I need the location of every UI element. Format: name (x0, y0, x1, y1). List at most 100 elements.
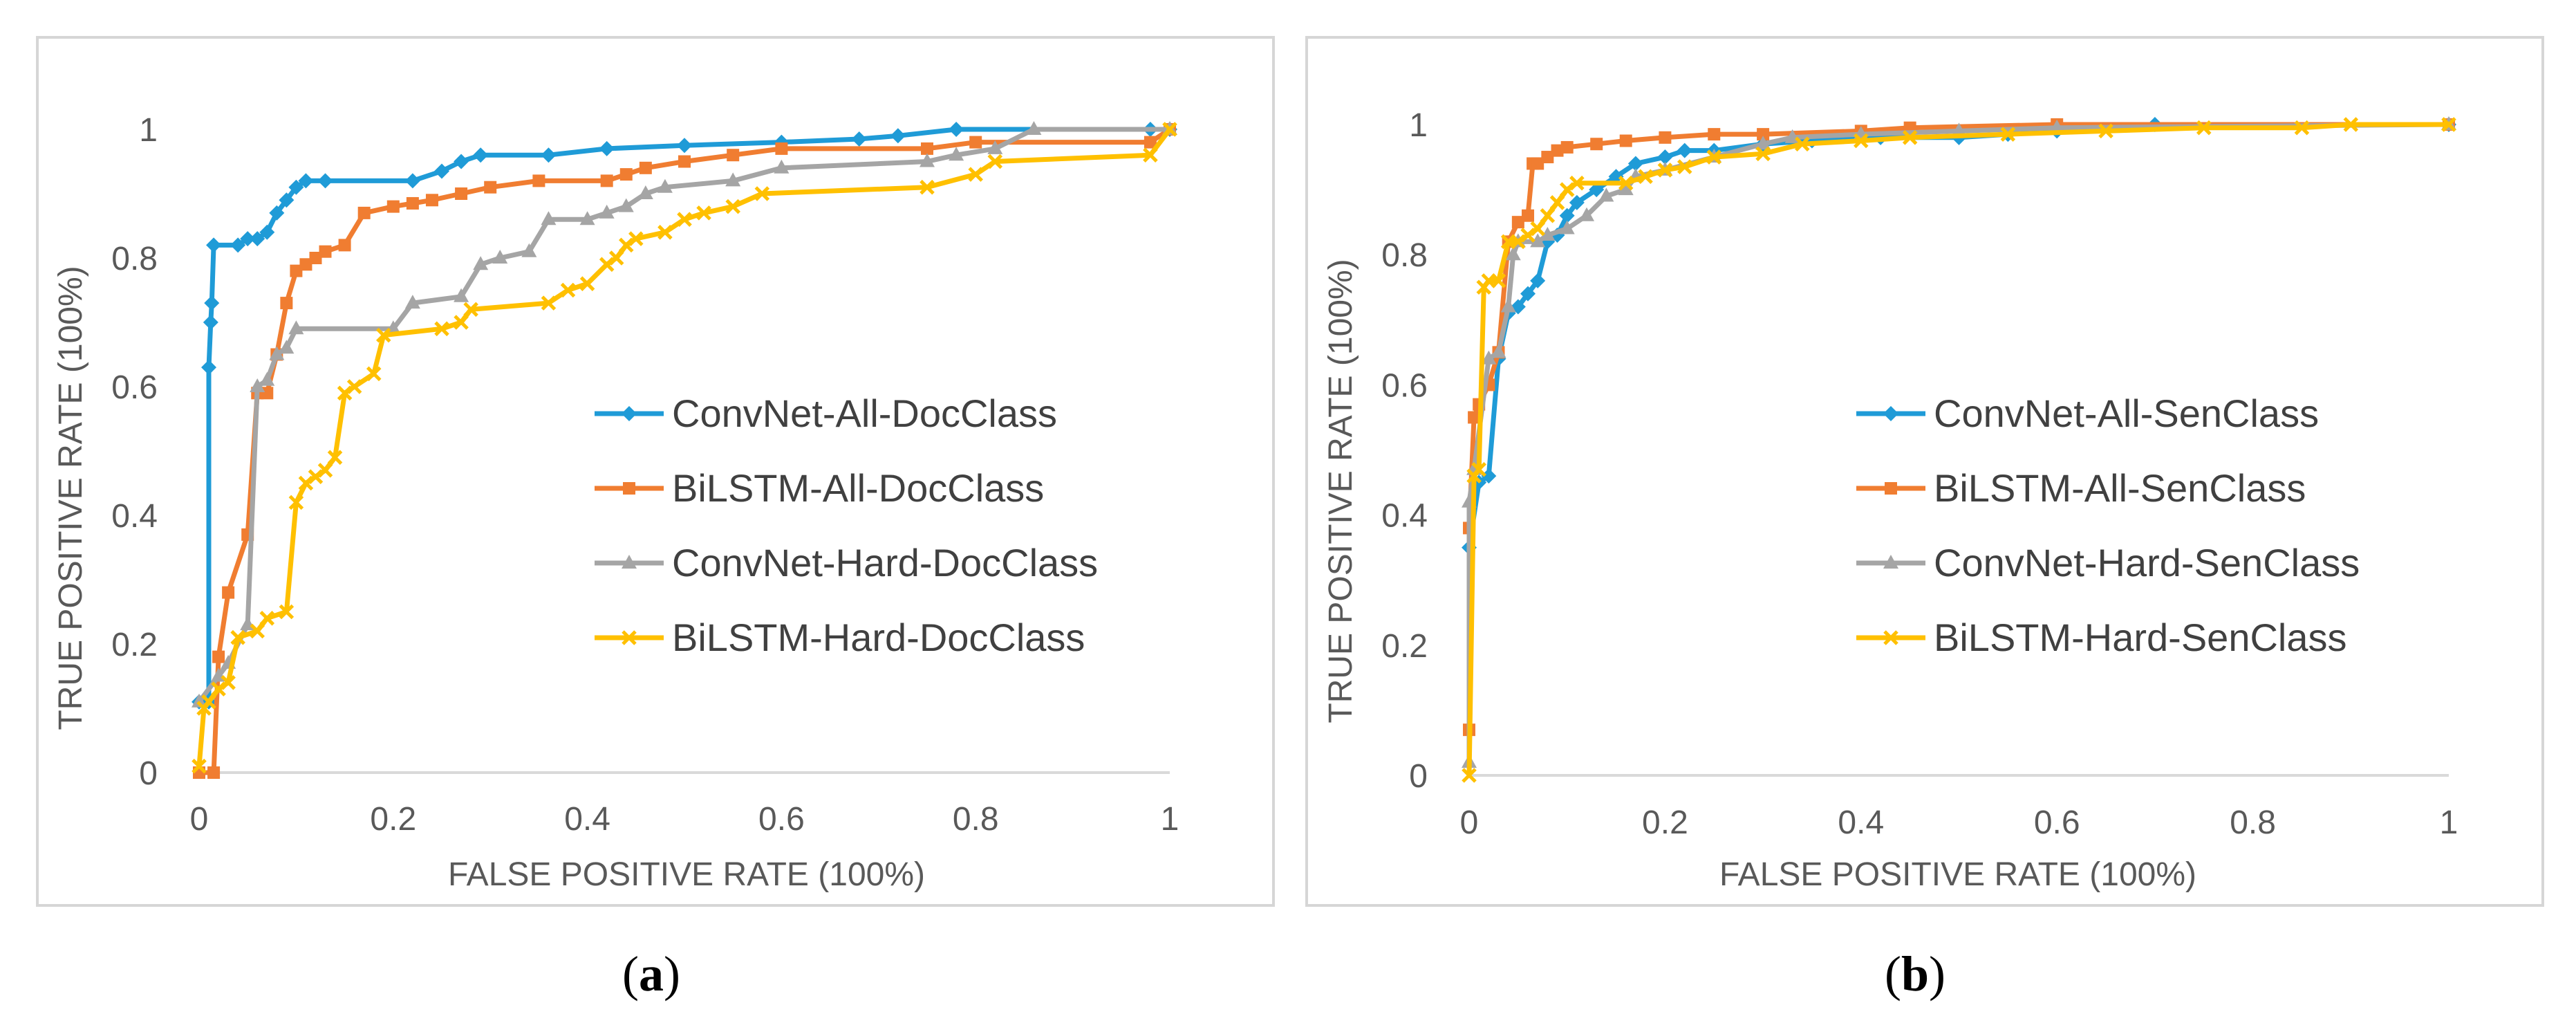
data-point-convnet-hard-senclass (1559, 220, 1575, 234)
data-point-bilstm-all-senclass (1522, 209, 1535, 222)
data-point-bilstm-all-docclass (532, 174, 545, 187)
data-point-convnet-hard-docclass (473, 256, 489, 270)
data-point-bilstm-hard-senclass (1854, 133, 1869, 149)
data-point-bilstm-all-docclass (775, 142, 788, 155)
data-point-convnet-hard-docclass (521, 243, 537, 257)
data-point-convnet-hard-senclass (1579, 207, 1595, 221)
data-point-convnet-all-docclass (201, 360, 217, 376)
series-bilstm-hard-docclass (192, 122, 1177, 774)
data-point-bilstm-hard-senclass (1530, 221, 1545, 237)
data-point-bilstm-all-docclass (280, 297, 293, 310)
panel-b-x-tick-label: 0.6 (2034, 804, 2080, 841)
data-point-bilstm-all-docclass (212, 650, 225, 663)
legend-label-bilstm-hard-docclass: BiLSTM-Hard-DocClass (672, 616, 1085, 659)
data-point-convnet-hard-senclass (1491, 344, 1506, 358)
panel-b-legend: ConvNet-All-SenClass BiLSTM-All-SenClass C… (1856, 391, 2360, 659)
data-point-convnet-all-docclass (230, 237, 246, 253)
data-point-convnet-hard-senclass (1481, 350, 1497, 365)
panel-a-y-tick-label: 0.4 (111, 498, 158, 535)
data-point-bilstm-hard-senclass (1677, 159, 1692, 174)
data-point-bilstm-all-docclass (290, 264, 303, 277)
panel-b-caption-letter: b (1901, 946, 1929, 1002)
panel-b-y-tick-label: 0.8 (1381, 237, 1428, 274)
data-point-convnet-hard-docclass (454, 288, 469, 302)
panel-a-caption: (a) (622, 946, 680, 1002)
data-point-bilstm-hard-docclass (579, 276, 595, 291)
data-point-convnet-hard-docclass (618, 198, 634, 212)
data-point-convnet-hard-docclass (492, 250, 508, 264)
data-point-convnet-hard-senclass (1540, 226, 1556, 241)
data-point-bilstm-all-senclass (1511, 216, 1524, 229)
panel-a-y-tick-label: 1 (139, 112, 158, 149)
data-point-bilstm-all-docclass (600, 174, 613, 187)
data-point-bilstm-hard-docclass (628, 231, 644, 246)
data-point-convnet-all-senclass (1608, 169, 1624, 185)
data-point-bilstm-all-docclass (338, 239, 351, 252)
data-point-bilstm-hard-docclass (230, 629, 245, 645)
data-point-bilstm-all-senclass (1708, 128, 1721, 141)
data-point-bilstm-hard-docclass (1162, 122, 1177, 137)
legend-label-bilstm-all-docclass: BiLSTM-All-DocClass (672, 466, 1044, 510)
data-point-bilstm-hard-senclass (1511, 234, 1526, 250)
data-point-convnet-all-docclass (404, 173, 420, 189)
panel-b-y-tick-label: 0.2 (1381, 628, 1428, 665)
data-point-bilstm-hard-senclass (1638, 169, 1653, 185)
data-point-bilstm-all-docclass (727, 149, 740, 162)
data-point-convnet-all-docclass (203, 315, 218, 330)
legend-label-bilstm-hard-senclass: BiLSTM-Hard-SenClass (1934, 616, 2347, 659)
data-point-bilstm-hard-docclass (463, 302, 478, 317)
data-point-bilstm-hard-docclass (618, 237, 634, 253)
data-point-convnet-hard-senclass (1755, 136, 1771, 150)
data-point-bilstm-hard-senclass (1491, 273, 1506, 288)
legend-marker-bilstm-hard-docclass (622, 630, 637, 645)
data-point-convnet-all-docclass (288, 179, 304, 195)
data-point-convnet-all-senclass (1589, 182, 1605, 198)
data-point-convnet-all-senclass (1569, 194, 1585, 210)
panel-a-frame (36, 36, 1275, 907)
data-point-convnet-hard-docclass (949, 147, 964, 161)
panel-b-y-tick-label: 0.6 (1381, 367, 1428, 404)
panel-b-axes: 0 0.2 0.4 0.6 0.8 1 0 0.2 0.4 0.6 0.8 1 (1381, 107, 2458, 841)
data-point-convnet-all-docclass (269, 205, 285, 221)
data-point-bilstm-hard-docclass (346, 379, 362, 394)
data-point-convnet-all-docclass (317, 173, 333, 189)
legend-entry-bilstm-hard-docclass: BiLSTM-Hard-DocClass (595, 616, 1085, 659)
data-point-bilstm-all-senclass (1541, 151, 1554, 164)
data-point-bilstm-hard-senclass (1569, 175, 1585, 191)
data-point-bilstm-hard-senclass (1795, 136, 1810, 151)
data-point-convnet-hard-docclass (657, 178, 673, 193)
panel-b-frame (1305, 36, 2544, 907)
data-point-convnet-all-senclass (1520, 286, 1536, 302)
data-point-convnet-all-senclass (1627, 156, 1643, 172)
panel-a-series (192, 121, 1177, 779)
legend-marker-convnet-hard-docclass (622, 555, 637, 569)
panel-b-x-tick-label: 0 (1460, 804, 1479, 841)
data-point-convnet-all-docclass (599, 140, 615, 156)
data-point-bilstm-all-docclass (619, 168, 633, 181)
legend-marker-bilstm-all-senclass (1885, 482, 1897, 495)
data-point-bilstm-all-docclass (406, 196, 419, 210)
data-point-convnet-hard-docclass (637, 185, 653, 199)
data-point-bilstm-hard-docclass (250, 623, 265, 639)
legend-marker-convnet-all-docclass (622, 406, 637, 421)
panel-a-legend: ConvNet-All-DocClass BiLSTM-All-DocClass C… (595, 391, 1098, 659)
data-point-convnet-hard-senclass (1505, 246, 1521, 261)
data-point-bilstm-hard-senclass (1462, 768, 1477, 783)
panel-a-x-tick-label: 1 (1161, 801, 1179, 838)
data-point-convnet-all-senclass (1481, 468, 1497, 484)
data-point-bilstm-all-docclass (319, 245, 332, 258)
series-line-convnet-all-docclass (196, 127, 1173, 705)
legend-entry-bilstm-all-senclass: BiLSTM-All-SenClass (1856, 466, 2306, 510)
data-point-bilstm-hard-senclass (2343, 117, 2359, 132)
data-point-bilstm-all-docclass (309, 252, 322, 264)
data-point-bilstm-hard-docclass (366, 366, 382, 382)
legend-marker-bilstm-hard-senclass (1883, 630, 1898, 645)
data-point-bilstm-hard-docclass (696, 205, 711, 221)
data-point-bilstm-all-docclass (921, 142, 933, 155)
data-point-bilstm-all-senclass (1551, 144, 1564, 157)
data-point-bilstm-all-docclass (678, 155, 691, 168)
series-convnet-hard-docclass (192, 121, 1177, 708)
data-point-bilstm-all-senclass (1590, 138, 1603, 151)
data-point-convnet-all-docclass (949, 122, 964, 137)
